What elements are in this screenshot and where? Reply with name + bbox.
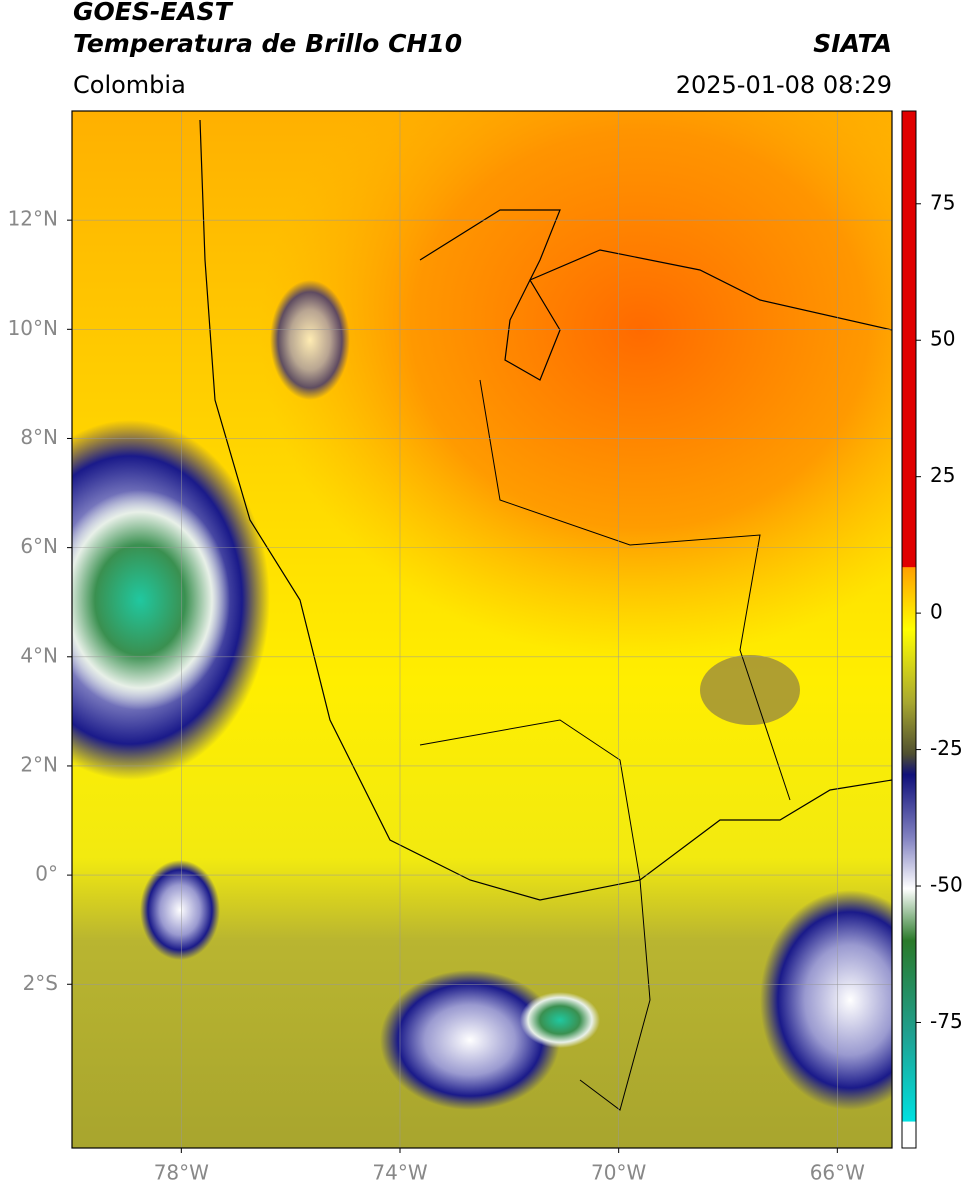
subtitle: Temperatura de Brillo CH10 [73, 29, 462, 58]
graticule [72, 111, 892, 1148]
region: Colombia [73, 71, 186, 99]
colorbar-tick-label: -75 [930, 1009, 963, 1033]
colorbar-tick-label: -50 [930, 873, 963, 897]
x-tick-label: 66°W [810, 1161, 865, 1185]
y-tick-label: 0° [35, 862, 58, 886]
title: GOES-EAST [73, 0, 234, 26]
colorbar-tick-label: -25 [930, 736, 963, 760]
y-tick-label: 2°S [23, 971, 58, 995]
colorbar [901, 110, 917, 1149]
y-tick-label: 4°N [20, 643, 58, 667]
colorbar-tick-label: 25 [930, 463, 955, 487]
y-tick-label: 12°N [8, 207, 58, 231]
timestamp: 2025-01-08 08:29 [676, 71, 892, 99]
satellite-image [72, 111, 892, 1148]
y-tick-label: 8°N [20, 425, 58, 449]
colorbar-tick-label: 50 [930, 327, 955, 351]
colorbar-tick-label: 75 [930, 190, 955, 214]
y-tick-label: 10°N [8, 316, 58, 340]
y-tick-label: 2°N [20, 752, 58, 776]
x-tick-label: 70°W [591, 1161, 646, 1185]
source: SIATA [813, 29, 892, 58]
x-tick-label: 74°W [372, 1161, 427, 1185]
map-frame [71, 110, 893, 1149]
y-tick-label: 6°N [20, 534, 58, 558]
x-tick-label: 78°W [154, 1161, 209, 1185]
colorbar-tick-label: 0 [930, 600, 943, 624]
